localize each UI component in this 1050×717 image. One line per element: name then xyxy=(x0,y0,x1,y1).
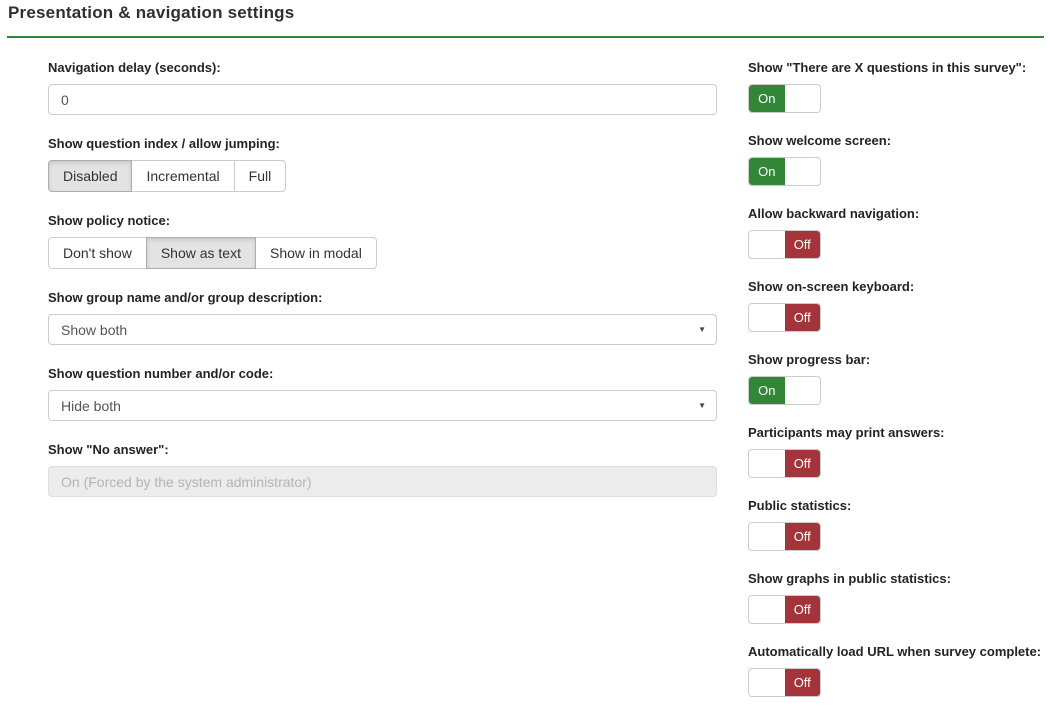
question-index-label: Show question index / allow jumping: xyxy=(48,136,280,151)
show-no-answer-label: Show "No answer": xyxy=(48,442,169,457)
field-show-graphs-public-statistics: Show graphs in public statistics: Off xyxy=(748,571,1050,624)
toggle-on-segment[interactable] xyxy=(749,596,785,623)
show-no-answer-input xyxy=(48,466,717,497)
toggle-off-segment[interactable]: Off xyxy=(784,669,820,696)
policy-notice-show-as-text-button[interactable]: Show as text xyxy=(145,237,256,269)
public-statistics-toggle[interactable]: Off xyxy=(748,522,821,551)
page-title: Presentation & navigation settings xyxy=(8,3,295,22)
toggle-off-segment[interactable]: Off xyxy=(784,304,820,331)
field-show-x-questions: Show "There are X questions in this surv… xyxy=(748,60,1050,113)
field-question-number: Show question number and/or code: Hide b… xyxy=(48,366,717,421)
field-question-index: Show question index / allow jumping: Dis… xyxy=(48,136,717,192)
field-show-welcome-screen: Show welcome screen: On xyxy=(748,133,1050,186)
auto-load-url-label: Automatically load URL when survey compl… xyxy=(748,644,1042,659)
question-index-disabled-button[interactable]: Disabled xyxy=(48,160,133,192)
question-number-label: Show question number and/or code: xyxy=(48,366,274,381)
settings-right-column: Show "There are X questions in this surv… xyxy=(748,60,1050,717)
toggle-on-segment[interactable] xyxy=(749,450,785,477)
field-public-statistics: Public statistics: Off xyxy=(748,498,1050,551)
field-allow-backward-navigation: Allow backward navigation: Off xyxy=(748,206,1050,259)
public-statistics-label: Public statistics: xyxy=(748,498,852,513)
allow-backward-navigation-toggle[interactable]: Off xyxy=(748,230,821,259)
policy-notice-show-in-modal-button[interactable]: Show in modal xyxy=(254,237,377,269)
field-show-no-answer: Show "No answer": xyxy=(48,442,717,497)
toggle-on-segment[interactable]: On xyxy=(749,158,785,185)
show-x-questions-toggle[interactable]: On xyxy=(748,84,821,113)
toggle-off-segment[interactable] xyxy=(785,377,821,404)
policy-notice-dont-show-button[interactable]: Don't show xyxy=(48,237,147,269)
show-welcome-screen-toggle[interactable]: On xyxy=(748,157,821,186)
show-graphs-public-statistics-toggle[interactable]: Off xyxy=(748,595,821,624)
title-divider xyxy=(7,36,1044,38)
show-progress-bar-label: Show progress bar: xyxy=(748,352,871,367)
auto-load-url-toggle[interactable]: Off xyxy=(748,668,821,697)
field-show-progress-bar: Show progress bar: On xyxy=(748,352,1050,405)
policy-notice-label: Show policy notice: xyxy=(48,213,171,228)
toggle-off-segment[interactable]: Off xyxy=(784,450,820,477)
question-number-selected-value: Hide both xyxy=(61,397,121,414)
participants-may-print-toggle[interactable]: Off xyxy=(748,449,821,478)
toggle-off-segment[interactable]: Off xyxy=(784,231,820,258)
show-welcome-screen-label: Show welcome screen: xyxy=(748,133,892,148)
question-index-button-group: Disabled Incremental Full xyxy=(48,160,287,192)
settings-left-column: Navigation delay (seconds): Show questio… xyxy=(48,60,717,518)
field-show-on-screen-keyboard: Show on-screen keyboard: Off xyxy=(748,279,1050,332)
toggle-off-segment[interactable]: Off xyxy=(784,596,820,623)
show-on-screen-keyboard-label: Show on-screen keyboard: xyxy=(748,279,915,294)
toggle-on-segment[interactable] xyxy=(749,523,785,550)
allow-backward-navigation-label: Allow backward navigation: xyxy=(748,206,920,221)
field-navigation-delay: Navigation delay (seconds): xyxy=(48,60,717,115)
show-graphs-public-statistics-label: Show graphs in public statistics: xyxy=(748,571,951,586)
field-participants-may-print: Participants may print answers: Off xyxy=(748,425,1050,478)
group-name-label: Show group name and/or group description… xyxy=(48,290,323,305)
chevron-down-icon: ▼ xyxy=(698,324,706,334)
toggle-on-segment[interactable] xyxy=(749,304,785,331)
toggle-off-segment[interactable] xyxy=(785,158,821,185)
toggle-on-segment[interactable] xyxy=(749,669,785,696)
show-x-questions-label: Show "There are X questions in this surv… xyxy=(748,60,1027,75)
navigation-delay-input[interactable] xyxy=(48,84,717,115)
field-group-name: Show group name and/or group description… xyxy=(48,290,717,345)
group-name-select[interactable]: Show both ▼ xyxy=(48,314,717,345)
chevron-down-icon: ▼ xyxy=(698,400,706,410)
show-on-screen-keyboard-toggle[interactable]: Off xyxy=(748,303,821,332)
field-policy-notice: Show policy notice: Don't show Show as t… xyxy=(48,213,717,269)
toggle-off-segment[interactable] xyxy=(785,85,821,112)
question-number-select[interactable]: Hide both ▼ xyxy=(48,390,717,421)
navigation-delay-label: Navigation delay (seconds): xyxy=(48,60,221,75)
toggle-on-segment[interactable]: On xyxy=(749,85,785,112)
toggle-on-segment[interactable]: On xyxy=(749,377,785,404)
participants-may-print-label: Participants may print answers: xyxy=(748,425,945,440)
toggle-off-segment[interactable]: Off xyxy=(784,523,820,550)
show-progress-bar-toggle[interactable]: On xyxy=(748,376,821,405)
group-name-selected-value: Show both xyxy=(61,321,128,338)
toggle-on-segment[interactable] xyxy=(749,231,785,258)
field-auto-load-url: Automatically load URL when survey compl… xyxy=(748,644,1050,697)
question-index-incremental-button[interactable]: Incremental xyxy=(131,160,235,192)
question-index-full-button[interactable]: Full xyxy=(233,160,287,192)
policy-notice-button-group: Don't show Show as text Show in modal xyxy=(48,237,377,269)
